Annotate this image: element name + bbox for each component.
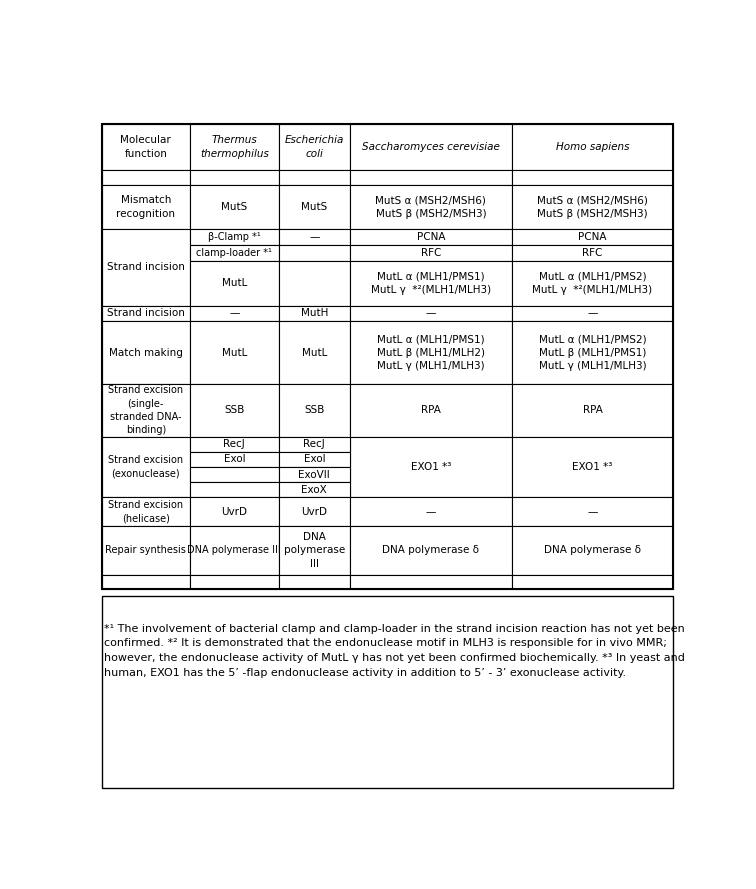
Bar	[190, 124, 279, 171]
Bar	[512, 322, 674, 383]
Bar	[190, 467, 279, 482]
Bar	[350, 526, 512, 575]
Text: SSB: SSB	[304, 405, 324, 415]
Text: ExoVII: ExoVII	[299, 469, 330, 479]
Bar	[350, 306, 512, 322]
Bar	[350, 322, 512, 383]
Text: DNA polymerase δ: DNA polymerase δ	[383, 546, 479, 556]
Text: MutL α (MLH1/PMS2)
MutL γ  *²(MLH1/MLH3): MutL α (MLH1/PMS2) MutL γ *²(MLH1/MLH3)	[532, 272, 652, 295]
Text: DNA
polymerase
III: DNA polymerase III	[284, 533, 345, 569]
Bar	[512, 306, 674, 322]
Text: —: —	[587, 507, 598, 517]
Bar	[512, 185, 674, 229]
Bar	[279, 526, 350, 575]
Bar	[101, 383, 190, 436]
Bar	[279, 452, 350, 467]
Bar	[190, 436, 279, 452]
Bar	[350, 497, 512, 526]
Text: DNA polymerase III: DNA polymerase III	[187, 546, 281, 556]
Text: clamp-loader *¹: clamp-loader *¹	[197, 248, 272, 258]
Bar	[279, 482, 350, 497]
Bar	[279, 306, 350, 322]
Text: MutS α (MSH2/MSH6)
MutS β (MSH2/MSH3): MutS α (MSH2/MSH6) MutS β (MSH2/MSH3)	[537, 196, 648, 219]
Text: Molecular
function: Molecular function	[120, 135, 171, 159]
Bar	[279, 497, 350, 526]
Text: Thermus
thermophilus: Thermus thermophilus	[200, 135, 269, 159]
Bar	[101, 322, 190, 383]
Text: RecJ: RecJ	[224, 439, 245, 450]
Text: Strand excision
(exonuclease): Strand excision (exonuclease)	[108, 455, 184, 478]
Bar	[512, 383, 674, 436]
Text: RecJ: RecJ	[303, 439, 325, 450]
Bar	[350, 575, 512, 589]
Bar	[190, 482, 279, 497]
Bar	[279, 467, 350, 482]
Bar	[350, 185, 512, 229]
Text: MutS: MutS	[222, 202, 247, 212]
Bar	[190, 261, 279, 306]
Bar	[101, 306, 190, 322]
Bar	[279, 383, 350, 436]
Bar	[101, 171, 190, 185]
Text: Escherichia
coli: Escherichia coli	[285, 135, 344, 159]
Bar	[512, 124, 674, 171]
Text: Saccharomyces cerevisiae: Saccharomyces cerevisiae	[362, 142, 500, 152]
Text: MutH: MutH	[301, 308, 328, 318]
Text: Repair synthesis: Repair synthesis	[105, 546, 186, 556]
Bar	[190, 171, 279, 185]
Bar	[101, 526, 190, 575]
Bar	[101, 124, 674, 589]
Text: β-Clamp *¹: β-Clamp *¹	[208, 232, 261, 242]
Bar	[512, 526, 674, 575]
Text: —: —	[426, 507, 436, 517]
Bar	[101, 229, 190, 306]
Text: MutL: MutL	[222, 278, 247, 288]
Text: MutL: MutL	[222, 348, 247, 357]
Bar	[279, 436, 350, 452]
Bar	[190, 245, 279, 261]
Bar	[512, 436, 674, 497]
Text: *¹ The involvement of bacterial clamp and clamp-loader in the strand incision re: *¹ The involvement of bacterial clamp an…	[104, 623, 686, 678]
Bar	[350, 171, 512, 185]
Text: Strand incision: Strand incision	[107, 308, 184, 318]
Bar	[512, 229, 674, 245]
Text: MutS α (MSH2/MSH6)
MutS β (MSH2/MSH3): MutS α (MSH2/MSH6) MutS β (MSH2/MSH3)	[376, 196, 486, 219]
Text: —: —	[309, 232, 320, 242]
Text: RPA: RPA	[583, 405, 603, 415]
Text: MutL α (MLH1/PMS1)
MutL β (MLH1/MLH2)
MutL γ (MLH1/MLH3): MutL α (MLH1/PMS1) MutL β (MLH1/MLH2) Mu…	[377, 334, 485, 371]
Text: EXO1 *³: EXO1 *³	[572, 462, 612, 472]
Text: Strand excision
(helicase): Strand excision (helicase)	[108, 500, 184, 524]
Bar	[101, 597, 674, 788]
Bar	[190, 185, 279, 229]
Text: Strand excision
(single-
stranded DNA-
binding): Strand excision (single- stranded DNA- b…	[108, 386, 184, 435]
Text: MutL α (MLH1/PMS2)
MutL β (MLH1/PMS1)
MutL γ (MLH1/MLH3): MutL α (MLH1/PMS2) MutL β (MLH1/PMS1) Mu…	[539, 334, 646, 371]
Bar	[512, 261, 674, 306]
Bar	[279, 261, 350, 306]
Text: UvrD: UvrD	[302, 507, 327, 517]
Bar	[279, 575, 350, 589]
Bar	[512, 497, 674, 526]
Bar	[190, 526, 279, 575]
Bar	[350, 383, 512, 436]
Text: SSB: SSB	[225, 405, 244, 415]
Text: Strand incision: Strand incision	[107, 262, 184, 272]
Bar	[350, 245, 512, 261]
Bar	[190, 229, 279, 245]
Bar	[279, 322, 350, 383]
Bar	[101, 124, 190, 171]
Text: RPA: RPA	[421, 405, 441, 415]
Text: RFC: RFC	[582, 248, 603, 258]
Bar	[350, 261, 512, 306]
Bar	[279, 124, 350, 171]
Bar	[279, 171, 350, 185]
Bar	[190, 383, 279, 436]
Text: Homo sapiens: Homo sapiens	[556, 142, 629, 152]
Bar	[101, 575, 190, 589]
Bar	[350, 229, 512, 245]
Text: —: —	[426, 308, 436, 318]
Text: Mismatch
recognition: Mismatch recognition	[116, 196, 175, 219]
Bar	[190, 306, 279, 322]
Text: ExoI: ExoI	[303, 454, 325, 464]
Text: ExoI: ExoI	[224, 454, 245, 464]
Text: PCNA: PCNA	[417, 232, 445, 242]
